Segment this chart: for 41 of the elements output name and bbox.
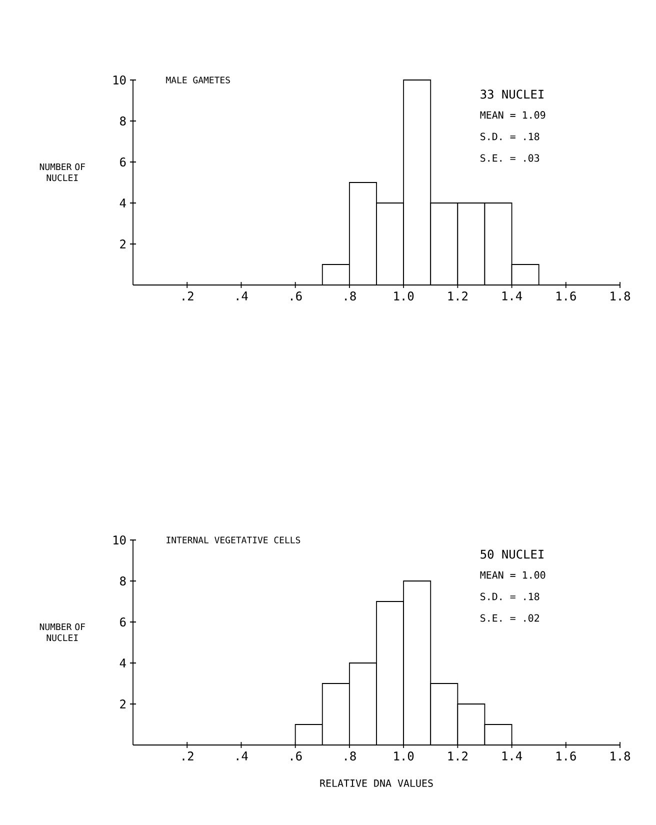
- chart-title: INTERNAL VEGETATIVE CELLS: [166, 536, 300, 544]
- y-axis-title: NUMBER OF NUCLEI: [40, 163, 85, 182]
- y-tick-label: 10: [114, 535, 126, 545]
- y-tick-label: 4: [120, 658, 126, 668]
- x-tick-label: 1.4: [502, 752, 522, 760]
- x-tick-label: .4: [236, 292, 248, 300]
- annotation: 50 NUCLEI: [480, 550, 544, 559]
- x-tick-label: 1.4: [502, 292, 522, 300]
- x-tick-label: 1.2: [448, 292, 468, 300]
- y-tick-label: 4: [120, 198, 126, 208]
- x-tick-label: .8: [345, 292, 356, 301]
- y-tick-label: 2: [120, 240, 126, 248]
- y-tick-label: 10: [114, 75, 126, 85]
- annotation: S.D. = .18: [480, 132, 540, 140]
- y-tick-label: 2: [120, 700, 126, 708]
- x-tick-label: 1.2: [448, 752, 468, 760]
- annotation: MEAN = 1.00: [480, 571, 546, 579]
- x-tick-label: .6: [291, 292, 302, 301]
- y-tick-label: 8: [120, 576, 126, 586]
- annotation: S.E. = .02: [480, 614, 539, 622]
- x-axis-title: RELATIVE DNA VALUES: [320, 779, 433, 787]
- x-tick-label: .2: [182, 292, 194, 300]
- annotation: S.D. = .18: [480, 592, 540, 600]
- annotation: MEAN = 1.09: [480, 111, 546, 119]
- x-tick-label: 1.6: [556, 752, 576, 761]
- x-tick-label: 1.0: [394, 292, 414, 301]
- x-tick-label: 1.8: [610, 752, 630, 761]
- annotation: 33 NUCLEI: [480, 90, 544, 99]
- y-tick-label: 6: [120, 617, 126, 627]
- x-tick-label: 1.6: [556, 292, 576, 301]
- x-tick-label: .8: [345, 752, 356, 761]
- y-tick-label: 8: [120, 116, 126, 126]
- y-tick-label: 6: [120, 157, 126, 167]
- x-tick-label: .2: [182, 752, 194, 760]
- x-tick-label: 1.8: [610, 292, 630, 301]
- annotation: S.E. = .03: [480, 154, 540, 162]
- y-axis-title: NUMBER OF NUCLEI: [40, 623, 85, 642]
- x-tick-label: 1.0: [394, 752, 414, 761]
- x-tick-label: .6: [291, 752, 302, 761]
- x-tick-label: .4: [236, 752, 248, 760]
- chart-title: MALE GAMETES: [166, 76, 230, 84]
